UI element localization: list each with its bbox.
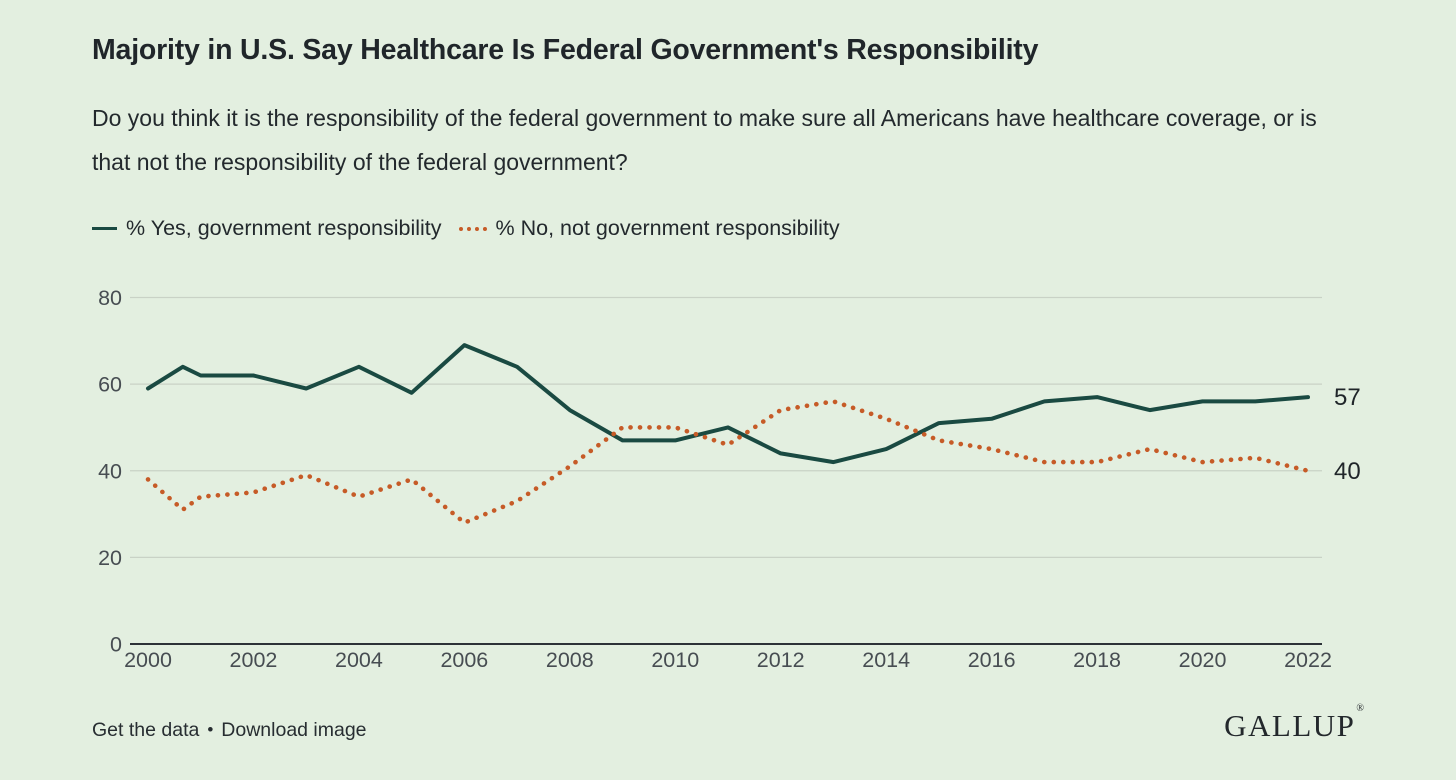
x-tick-label-2008: 2008 <box>546 648 594 672</box>
x-tick-label-2006: 2006 <box>440 648 488 672</box>
legend-label-no: % No, not government responsibility <box>495 216 840 240</box>
download-image-link[interactable]: Download image <box>221 719 367 741</box>
x-tick-label-2012: 2012 <box>757 648 805 672</box>
x-tick-label-2016: 2016 <box>968 648 1016 672</box>
registered-mark: ® <box>1356 702 1364 714</box>
footer-links: Get the data • Download image <box>92 719 367 742</box>
yes-end-value-label: 57 <box>1334 384 1361 411</box>
get-the-data-link[interactable]: Get the data <box>92 719 200 741</box>
legend: % Yes, government responsibility % No, n… <box>92 216 840 241</box>
x-tick-label-2018: 2018 <box>1073 648 1121 672</box>
solid-line-swatch-icon <box>92 227 117 230</box>
legend-item-yes: % Yes, government responsibility <box>92 216 442 241</box>
x-tick-label-2004: 2004 <box>335 648 383 672</box>
y-tick-label-40: 40 <box>98 459 122 483</box>
x-tick-label-2010: 2010 <box>651 648 699 672</box>
gallup-wordmark: GALLUP <box>1224 708 1356 743</box>
no-trend-line <box>145 399 1311 526</box>
x-tick-label-2022: 2022 <box>1284 648 1332 672</box>
gallup-logo: GALLUP® <box>1224 703 1364 744</box>
chart-title: Majority in U.S. Say Healthcare Is Feder… <box>92 34 1039 66</box>
legend-item-no: % No, not government responsibility <box>458 216 840 241</box>
footer-separator: • <box>207 719 214 739</box>
chart-subtitle: Do you think it is the responsibility of… <box>92 105 1317 175</box>
dotted-line-swatch-icon <box>458 226 487 231</box>
yes-trend-line <box>146 343 1310 465</box>
x-tick-label-2002: 2002 <box>230 648 278 672</box>
x-tick-label-2000: 2000 <box>124 648 172 672</box>
y-tick-label-0: 0 <box>110 633 122 657</box>
y-tick-label-60: 60 <box>98 373 122 397</box>
x-tick-label-2014: 2014 <box>862 648 910 672</box>
x-tick-label-2020: 2020 <box>1179 648 1227 672</box>
no-end-value-label: 40 <box>1334 458 1361 485</box>
y-tick-label-20: 20 <box>98 546 122 570</box>
y-tick-label-80: 80 <box>98 286 122 310</box>
legend-label-yes: % Yes, government responsibility <box>126 216 442 240</box>
